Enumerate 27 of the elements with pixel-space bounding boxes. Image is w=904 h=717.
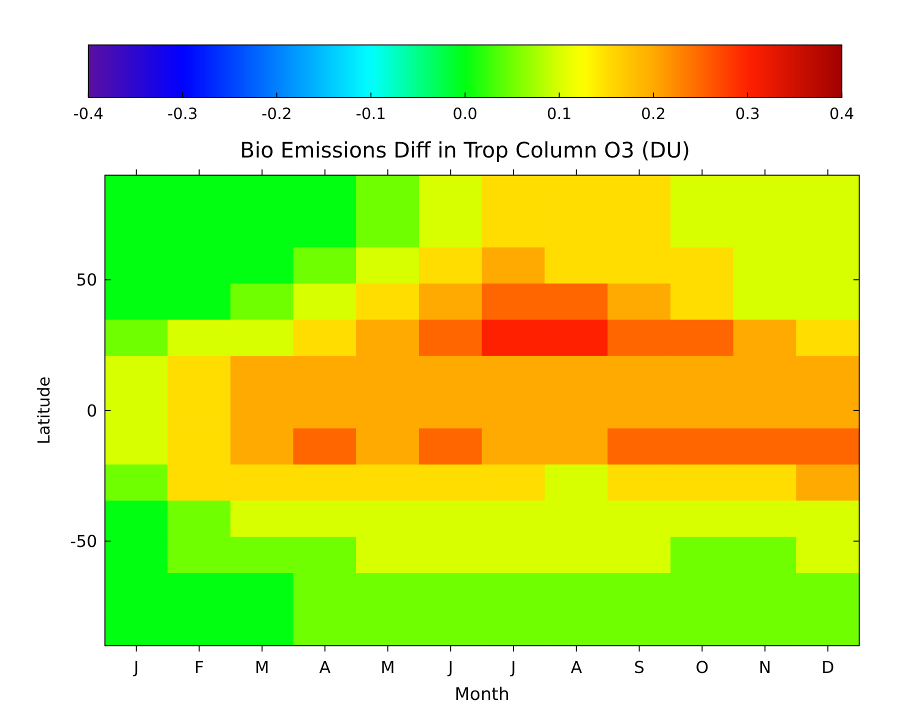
y-tick-label: 0 xyxy=(86,401,98,420)
color-bar-label: 0.1 xyxy=(546,104,572,123)
y-tick-label: 50 xyxy=(76,270,98,290)
x-tick-label: M xyxy=(254,658,270,677)
color-bar-label: 0.3 xyxy=(735,104,760,123)
x-tick-label: M xyxy=(380,658,395,677)
color-bar-label: 0.4 xyxy=(829,104,854,123)
x-tick-label: J xyxy=(447,658,454,677)
y-axis-title: Latitude xyxy=(34,376,54,444)
x-tick-label: S xyxy=(634,658,644,677)
x-tick-label: A xyxy=(319,658,332,677)
color-bar-label: -0.3 xyxy=(167,104,198,123)
color-bar-label: -0.4 xyxy=(73,104,104,123)
x-tick-label: N xyxy=(758,658,772,677)
x-tick-label: D xyxy=(821,658,834,677)
x-tick-label: A xyxy=(570,658,583,677)
x-tick-label: F xyxy=(194,658,204,677)
color-bar-label: -0.1 xyxy=(356,104,386,123)
x-tick-label: J xyxy=(510,658,516,677)
y-tick-label: -50 xyxy=(70,532,98,551)
color-bar-label: -0.2 xyxy=(262,104,292,123)
color-bar-title: Bio Emissions Diff in Trop Column O3 (DU) xyxy=(240,138,690,164)
color-bar-label: 0.2 xyxy=(641,104,666,123)
x-tick-label: O xyxy=(696,658,709,677)
x-tick-label: J xyxy=(132,658,139,677)
color-bar-label: 0.0 xyxy=(452,104,478,123)
x-axis-title: Month xyxy=(454,685,510,706)
